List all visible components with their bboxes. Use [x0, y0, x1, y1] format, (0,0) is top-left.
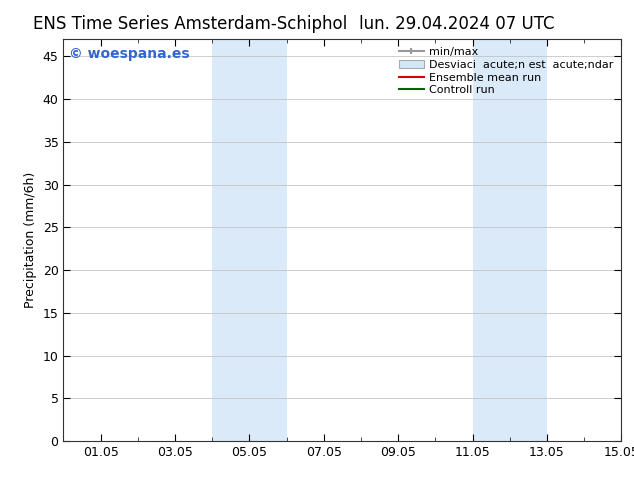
Bar	[472, 39, 547, 441]
Text: lun. 29.04.2024 07 UTC: lun. 29.04.2024 07 UTC	[359, 15, 554, 33]
Y-axis label: Precipitation (mm/6h): Precipitation (mm/6h)	[24, 172, 37, 308]
Legend: min/max, Desviaci  acute;n est  acute;ndar, Ensemble mean run, Controll run: min/max, Desviaci acute;n est acute;ndar…	[397, 45, 616, 98]
Text: ENS Time Series Amsterdam-Schiphol: ENS Time Series Amsterdam-Schiphol	[33, 15, 347, 33]
Text: © woespana.es: © woespana.es	[69, 47, 190, 61]
Bar	[212, 39, 287, 441]
